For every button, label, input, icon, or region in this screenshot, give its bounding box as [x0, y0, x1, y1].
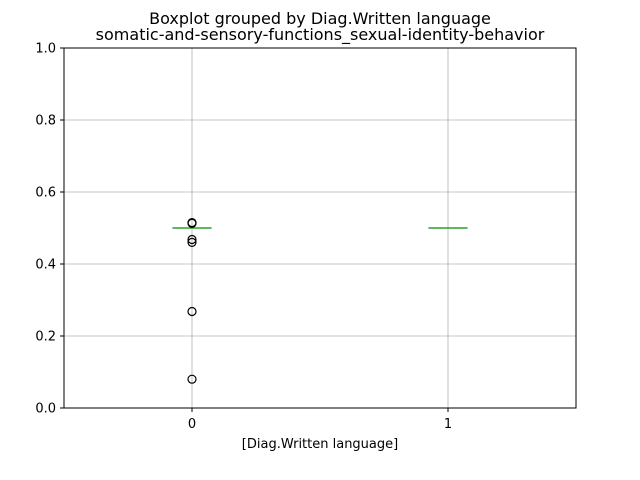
y-tick-label: 0.8 — [35, 114, 56, 129]
y-tick-label: 0.6 — [35, 186, 56, 201]
outlier-point — [187, 306, 197, 317]
chart-subtitle: somatic-and-sensory-functions_sexual-ide… — [96, 25, 545, 45]
chart-title: Boxplot grouped by Diag.Written language — [149, 9, 491, 28]
y-tick-label: 0.4 — [35, 258, 56, 273]
plot-frame — [63, 47, 577, 409]
outlier-point — [187, 237, 197, 247]
y-tick-label: 0.2 — [35, 330, 56, 345]
box-group-0 — [172, 218, 212, 384]
axes: 0.0 0.2 0.4 0.6 0.8 1.0 0 1 — [35, 42, 452, 433]
outlier-point — [187, 218, 197, 228]
x-tick-label: 1 — [444, 417, 452, 432]
x-tick-label: 0 — [188, 417, 196, 432]
y-tick-label: 0.0 — [35, 402, 56, 417]
outlier-point — [187, 234, 197, 245]
y-tick-label: 1.0 — [35, 42, 56, 57]
outlier-point — [187, 374, 197, 384]
x-axis-label: [Diag.Written language] — [242, 437, 398, 452]
plot-marks — [172, 218, 468, 384]
grid — [64, 47, 576, 409]
